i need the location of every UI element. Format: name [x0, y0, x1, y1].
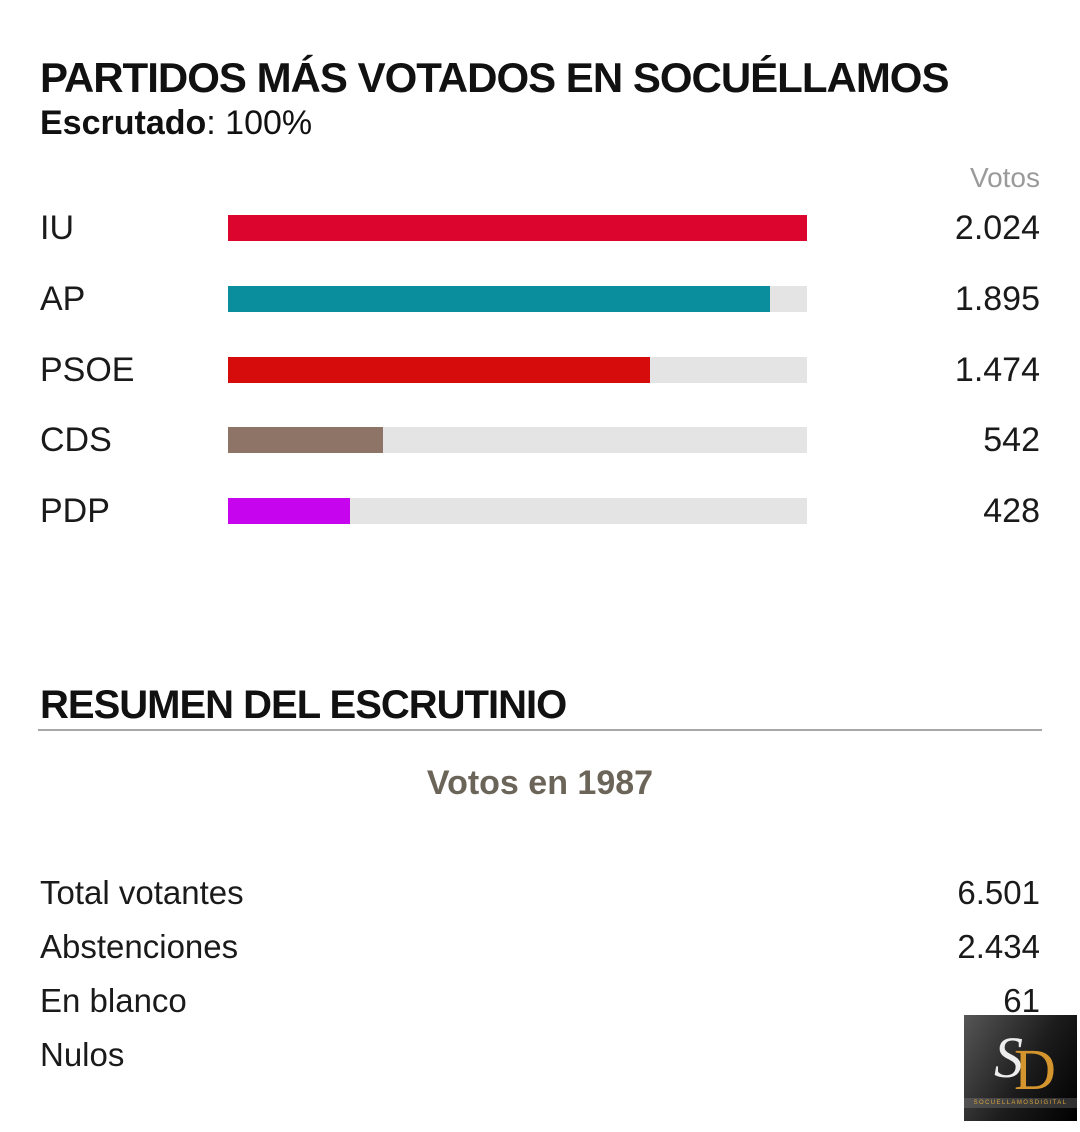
party-votes-value: 428	[983, 492, 1040, 530]
summary-row-label: Total votantes	[40, 874, 244, 911]
summary-row-label: Nulos	[40, 1036, 125, 1073]
bar-row-cds: CDS 542	[40, 421, 1040, 460]
bar-track	[228, 215, 807, 241]
section-divider	[38, 729, 1042, 731]
bar-track	[228, 498, 807, 524]
party-votes-value: 2.024	[954, 209, 1040, 247]
bar-fill	[228, 285, 771, 312]
logo-caption: SOCUELLAMOSDIGITAL	[964, 1098, 1077, 1108]
bar-track	[228, 356, 807, 383]
party-votes-value: 1.474	[954, 350, 1040, 389]
party-label: AP	[40, 279, 86, 318]
summary-row: Total votantes 6.501	[40, 866, 1040, 920]
bar-fill	[228, 498, 351, 524]
logo-letter-d: D	[1014, 1037, 1056, 1102]
party-votes-bar-chart: IU 2.024 AP 1.895 PSOE 1.474 CDS 542 PDP 428	[40, 202, 1040, 542]
scrutiny-label: Escrutado	[40, 104, 207, 142]
summary-row-value: 2.434	[957, 928, 1040, 965]
scrutiny-status: Escrutado: 100%	[40, 104, 312, 143]
page-title: PARTIDOS MÁS VOTADOS EN SOCUÉLLAMOS	[40, 54, 949, 102]
summary-row-value: 6.501	[957, 874, 1040, 911]
bar-row-psoe: PSOE 1.474	[40, 350, 1040, 389]
party-label: CDS	[40, 421, 112, 460]
bar-row-ap: AP 1.895	[40, 279, 1040, 318]
party-label: PSOE	[40, 350, 135, 389]
summary-row: En blanco 61	[40, 974, 1040, 1028]
summary-row-label: Abstenciones	[40, 928, 239, 965]
party-label: IU	[40, 209, 74, 247]
summary-row-label: En blanco	[40, 982, 187, 1019]
summary-row: Abstenciones 2.434	[40, 920, 1040, 974]
logo-letter-s: S	[994, 1025, 1023, 1090]
bar-track	[228, 285, 807, 312]
party-votes-value: 1.895	[954, 279, 1040, 318]
bar-row-iu: IU 2.024	[40, 209, 1040, 247]
summary-row: Nulos	[40, 1028, 1040, 1082]
summary-subheading: Votos en 1987	[426, 764, 654, 802]
scrutiny-summary-table: Total votantes 6.501 Abstenciones 2.434 En b…	[40, 866, 1040, 1082]
bar-fill	[228, 356, 650, 383]
socuellamos-digital-logo: S D SOCUELLAMOSDIGITAL	[964, 1015, 1077, 1121]
bar-fill	[228, 427, 384, 454]
summary-row-value: 61	[1003, 982, 1040, 1019]
votes-column-header: Votos	[969, 162, 1040, 193]
bar-track	[228, 427, 807, 454]
bar-fill	[228, 215, 807, 241]
party-label: PDP	[40, 492, 110, 530]
party-votes-value: 542	[983, 421, 1040, 460]
summary-heading: RESUMEN DEL ESCRUTINIO	[40, 683, 567, 728]
scrutiny-value: : 100%	[206, 104, 313, 142]
bar-row-pdp: PDP 428	[40, 492, 1040, 530]
